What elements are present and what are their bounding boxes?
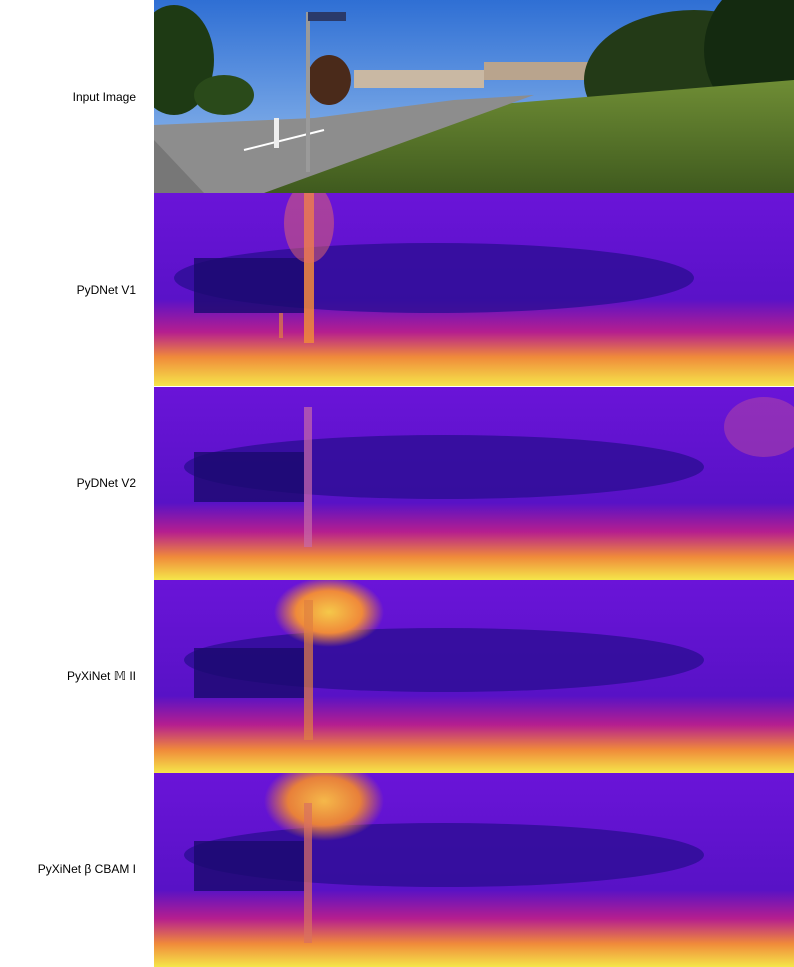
row-label-pyxinet-beta-cbam-i: PyXiNet β CBAM I — [37, 862, 136, 876]
pyxinet-beta-cbam-i-depth-map — [154, 773, 794, 967]
pydnet-v1-depth-map — [154, 193, 794, 386]
pyxinet-m-ii-depth-map — [154, 580, 794, 773]
input-image-panel — [154, 0, 794, 193]
pyxinet-beta-cbam-i-depth-panel — [154, 773, 794, 967]
row-label-pydnet-v1: PyDNet V1 — [76, 283, 136, 297]
pydnet-v2-depth-map — [154, 387, 794, 580]
row-label-pyxinet-m-ii: PyXiNet 𝕄 II — [67, 669, 136, 683]
pyxinet-m-ii-depth-panel — [154, 580, 794, 773]
input-image — [154, 0, 794, 193]
pydnet-v2-depth-panel — [154, 387, 794, 580]
pydnet-v1-depth-panel — [154, 193, 794, 386]
row-label-pydnet-v2: PyDNet V2 — [76, 476, 136, 490]
row-label-input-image: Input Image — [72, 90, 136, 104]
